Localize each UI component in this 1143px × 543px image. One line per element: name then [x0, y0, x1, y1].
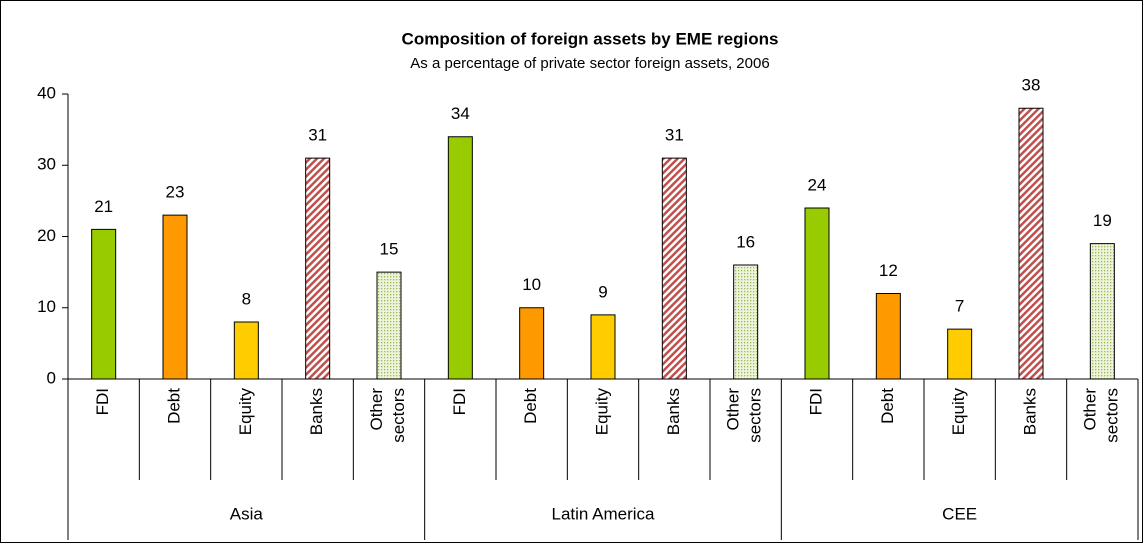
x-tick-label: Other sectors	[1081, 388, 1122, 443]
y-tick-label: 0	[47, 368, 56, 387]
bar	[305, 157, 331, 380]
x-tick-label: Debt	[878, 388, 897, 424]
value-label: 31	[665, 126, 684, 145]
group-label: Asia	[230, 504, 264, 523]
value-label: 31	[308, 126, 327, 145]
bar	[733, 264, 759, 380]
value-label: 7	[955, 297, 964, 316]
bar	[376, 271, 402, 380]
group-label: Latin America	[552, 504, 656, 523]
bar	[590, 314, 616, 380]
x-tick-label: Banks	[1020, 388, 1039, 435]
value-label: 34	[451, 104, 470, 123]
value-label: 21	[94, 197, 113, 216]
x-tick-label: Equity	[592, 388, 611, 436]
bar	[1089, 243, 1115, 380]
value-label: 9	[598, 282, 607, 301]
bar	[91, 228, 117, 380]
y-tick-label: 20	[37, 226, 56, 245]
value-label: 15	[380, 240, 399, 259]
x-tick-label: FDI	[93, 388, 112, 415]
bar	[804, 207, 830, 380]
x-tick-label: Other sectors	[367, 388, 408, 443]
x-tick-label: Debt	[521, 388, 540, 424]
x-tick-label: Equity	[949, 388, 968, 436]
value-label: 8	[242, 289, 251, 308]
x-tick-label: FDI	[450, 388, 469, 415]
group-label: CEE	[942, 504, 977, 523]
value-label: 38	[1022, 76, 1041, 95]
bar	[519, 307, 545, 380]
value-label: 12	[879, 261, 898, 280]
bar	[233, 321, 259, 380]
chart-subtitle: As a percentage of private sector foreig…	[410, 55, 769, 72]
x-tick-label: Banks	[307, 388, 326, 435]
bar	[947, 328, 973, 380]
y-tick-label: 10	[37, 297, 56, 316]
chart-title: Composition of foreign assets by EME reg…	[402, 29, 779, 48]
bar	[875, 293, 901, 380]
y-tick-label: 40	[37, 83, 56, 102]
value-label: 24	[808, 175, 827, 194]
value-label: 19	[1093, 211, 1112, 230]
value-label: 23	[166, 183, 185, 202]
value-label: 10	[522, 275, 541, 294]
x-tick-label: Other sectors	[724, 388, 765, 443]
bar	[661, 157, 687, 380]
bar	[1018, 107, 1044, 380]
x-tick-label: Debt	[164, 388, 183, 424]
value-label: 16	[736, 232, 755, 251]
bar	[162, 214, 188, 380]
bar	[447, 136, 473, 380]
x-tick-label: Equity	[236, 388, 255, 436]
x-tick-label: Banks	[664, 388, 683, 435]
y-tick-label: 30	[37, 155, 56, 174]
x-tick-label: FDI	[806, 388, 825, 415]
